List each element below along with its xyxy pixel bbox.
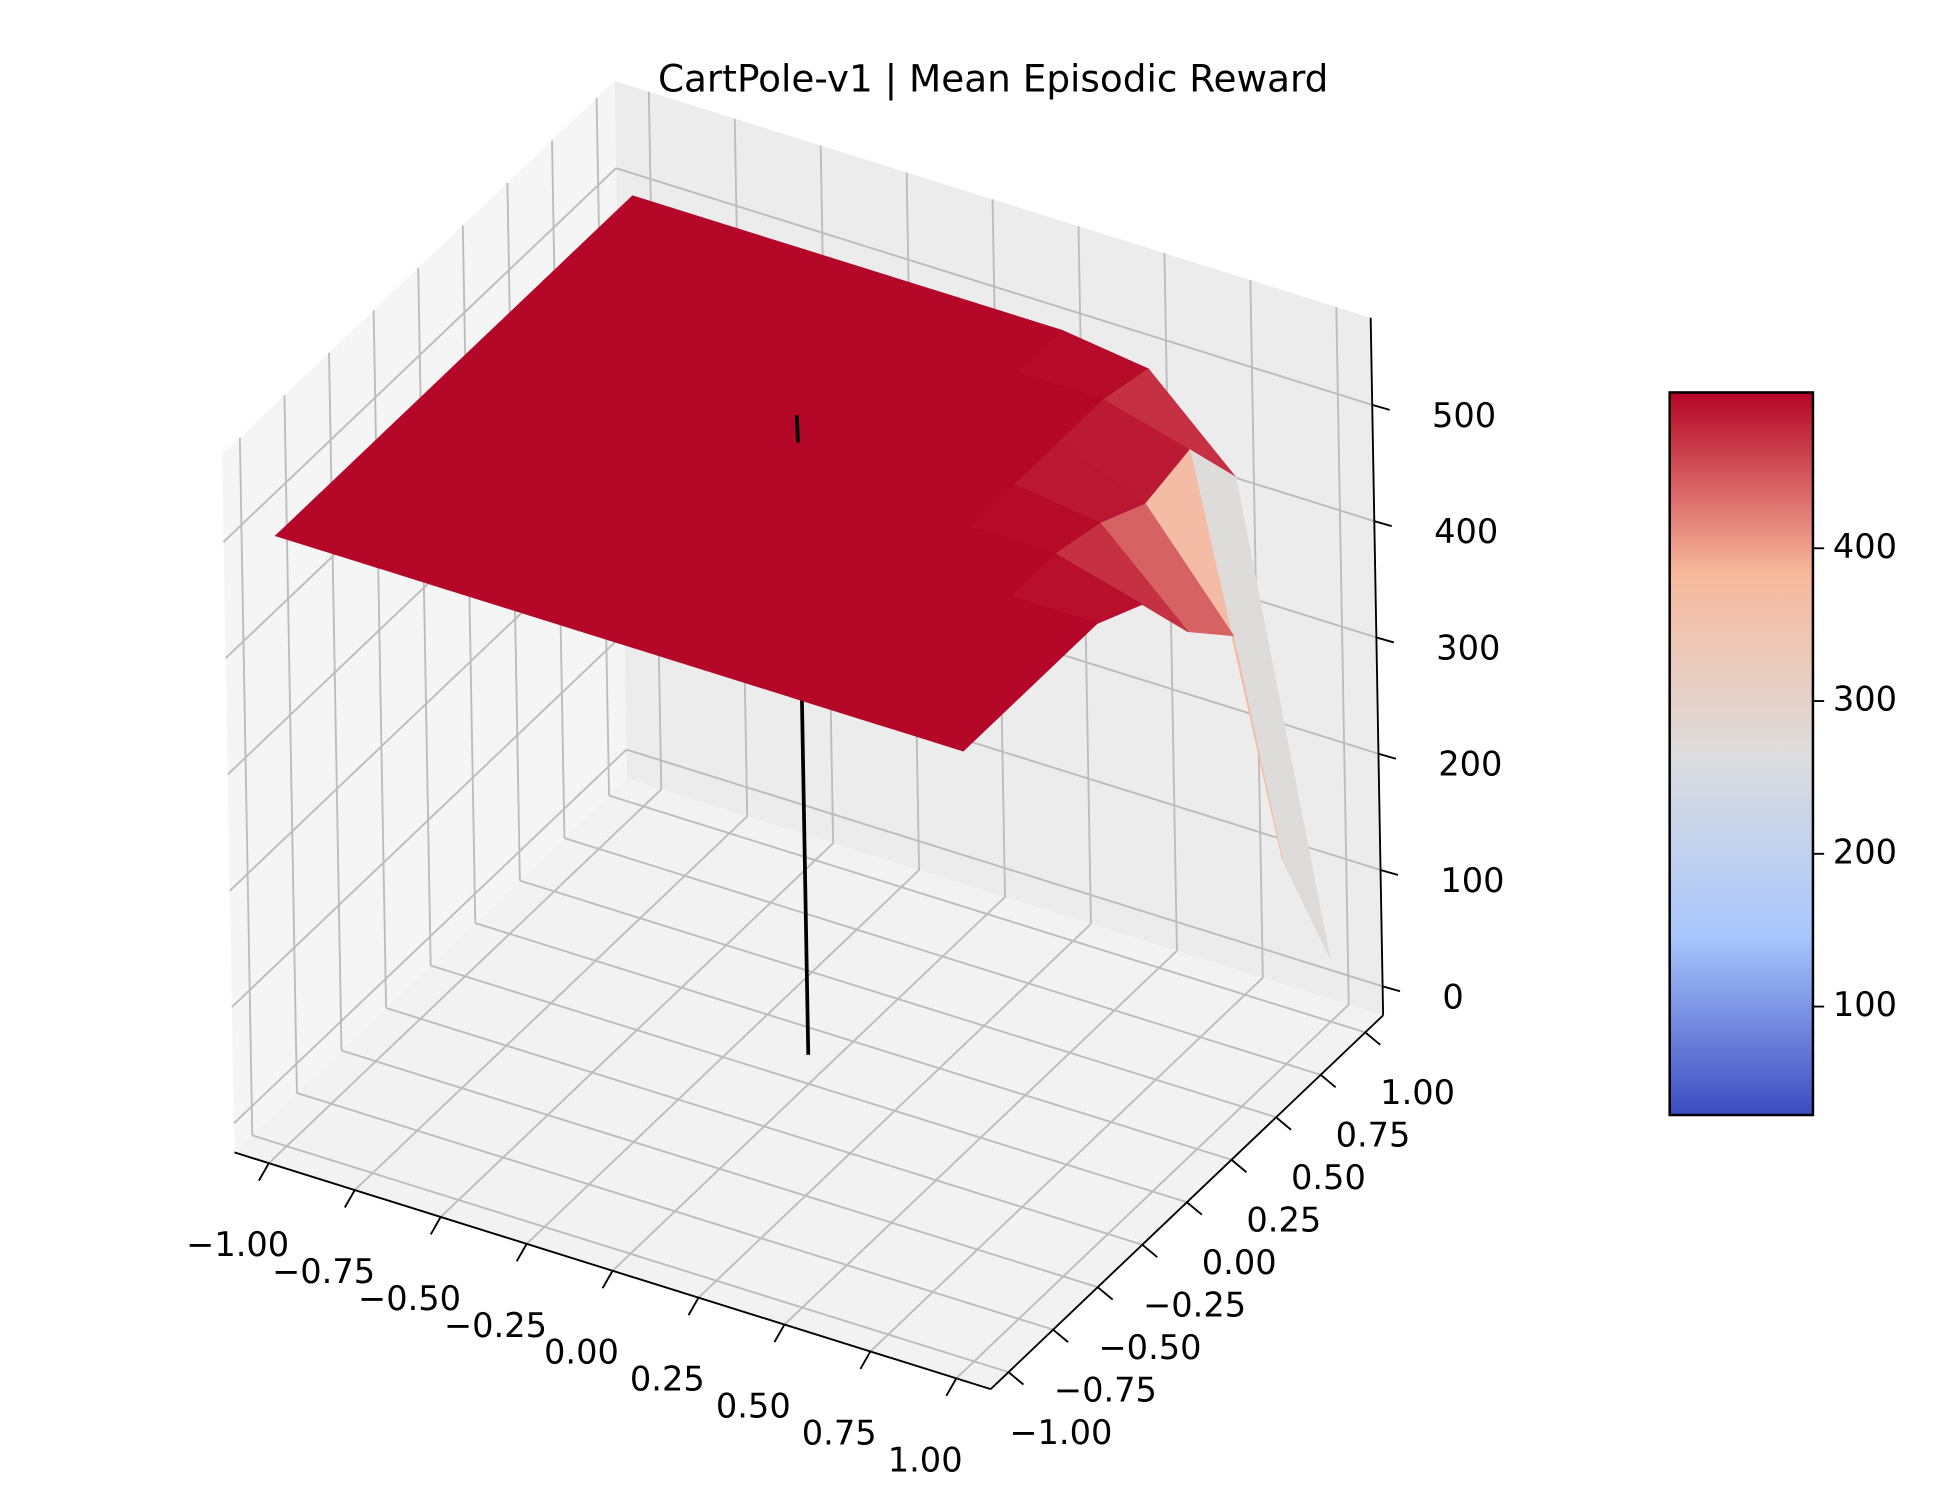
grid-line bbox=[615, 167, 1373, 406]
grid-line bbox=[385, 1007, 1143, 1246]
tick-mark bbox=[1380, 869, 1399, 876]
tick-mark bbox=[1376, 636, 1395, 644]
z-axis-line bbox=[1369, 317, 1385, 1016]
tick-mark bbox=[515, 1243, 528, 1262]
x-tick-label: 1.00 bbox=[888, 1440, 963, 1479]
y-tick-label: 0.50 bbox=[1291, 1158, 1366, 1197]
x-tick-label: −1.00 bbox=[186, 1225, 289, 1264]
z-tick-label: 300 bbox=[1436, 628, 1500, 667]
tick-mark bbox=[1378, 752, 1397, 760]
y-axis-line bbox=[990, 1014, 1384, 1390]
tick-mark bbox=[687, 1297, 700, 1316]
grid-line bbox=[474, 922, 1232, 1161]
chart-title: CartPole-v1 | Mean Episodic Reward bbox=[658, 56, 1328, 101]
z-tick-label: 500 bbox=[1432, 396, 1496, 435]
tick-mark bbox=[1007, 1371, 1025, 1386]
tick-mark bbox=[945, 1377, 958, 1397]
x-tick-label: −0.50 bbox=[358, 1279, 461, 1318]
colorbar bbox=[1668, 391, 1815, 1117]
tick-mark bbox=[1141, 1243, 1158, 1258]
colorbar-tick-label: 100 bbox=[1833, 985, 1897, 1024]
grid-line bbox=[238, 437, 254, 1136]
tick-mark bbox=[343, 1189, 356, 1208]
tick-mark bbox=[1382, 985, 1401, 993]
tick-mark bbox=[1364, 1031, 1381, 1046]
tick-mark bbox=[1374, 520, 1393, 528]
x-tick-label: −0.75 bbox=[272, 1252, 375, 1291]
y-tick-label: −0.50 bbox=[1099, 1328, 1202, 1367]
x-tick-label: 0.50 bbox=[716, 1387, 791, 1426]
tick-mark bbox=[258, 1162, 270, 1182]
grid-line bbox=[341, 1049, 1098, 1289]
grid-line bbox=[430, 964, 1188, 1204]
x-axis-line bbox=[234, 1151, 991, 1391]
tick-mark bbox=[1275, 1116, 1292, 1131]
grid-line bbox=[328, 352, 343, 1051]
grid-line bbox=[222, 167, 617, 543]
y-tick-label: 0.75 bbox=[1336, 1116, 1411, 1155]
grid-line bbox=[608, 794, 1366, 1034]
tick-mark bbox=[1186, 1201, 1203, 1216]
grid-line bbox=[417, 267, 432, 966]
y-tick-label: −1.00 bbox=[1009, 1413, 1112, 1452]
grid-line bbox=[1335, 306, 1350, 1005]
x-tick-label: −0.25 bbox=[444, 1306, 547, 1345]
z-tick-label: 100 bbox=[1440, 861, 1504, 900]
y-tick-label: 1.00 bbox=[1380, 1073, 1455, 1112]
y-tick-label: 0.25 bbox=[1246, 1201, 1321, 1240]
tick-mark bbox=[859, 1350, 872, 1370]
y-tick-label: −0.75 bbox=[1054, 1370, 1157, 1409]
y-tick-label: −0.25 bbox=[1143, 1286, 1246, 1325]
tick-mark bbox=[601, 1270, 614, 1289]
grid-line bbox=[231, 632, 625, 1008]
grid-line bbox=[626, 748, 1383, 988]
z-tick-label: 0 bbox=[1442, 977, 1463, 1016]
tick-mark bbox=[1320, 1074, 1337, 1089]
tick-mark bbox=[773, 1324, 786, 1343]
colorbar-tick-label: 300 bbox=[1833, 680, 1897, 719]
colorbar-tick-label: 200 bbox=[1833, 832, 1897, 871]
vertical-line-top bbox=[794, 415, 800, 443]
grid-line bbox=[233, 748, 628, 1125]
z-tick-label: 400 bbox=[1434, 512, 1498, 551]
grid-line bbox=[519, 879, 1277, 1119]
grid-line bbox=[564, 837, 1321, 1076]
x-tick-label: 0.00 bbox=[544, 1333, 619, 1372]
grid-line bbox=[252, 1134, 1009, 1374]
y-tick-label: 0.00 bbox=[1202, 1243, 1277, 1282]
grid-line bbox=[372, 310, 388, 1009]
x-tick-label: 0.75 bbox=[802, 1413, 877, 1452]
colorbar-tick-label: 400 bbox=[1833, 527, 1897, 566]
x-tick-label: 0.25 bbox=[630, 1360, 705, 1399]
surface-face bbox=[876, 680, 1009, 752]
z-tick-label: 200 bbox=[1438, 745, 1502, 784]
tick-mark bbox=[1371, 404, 1390, 411]
tick-mark bbox=[1052, 1328, 1069, 1343]
grid-line bbox=[283, 395, 298, 1093]
tick-mark bbox=[429, 1216, 442, 1235]
tick-mark bbox=[1097, 1286, 1114, 1301]
grid-line bbox=[296, 1092, 1054, 1331]
tick-mark bbox=[1230, 1159, 1248, 1173]
